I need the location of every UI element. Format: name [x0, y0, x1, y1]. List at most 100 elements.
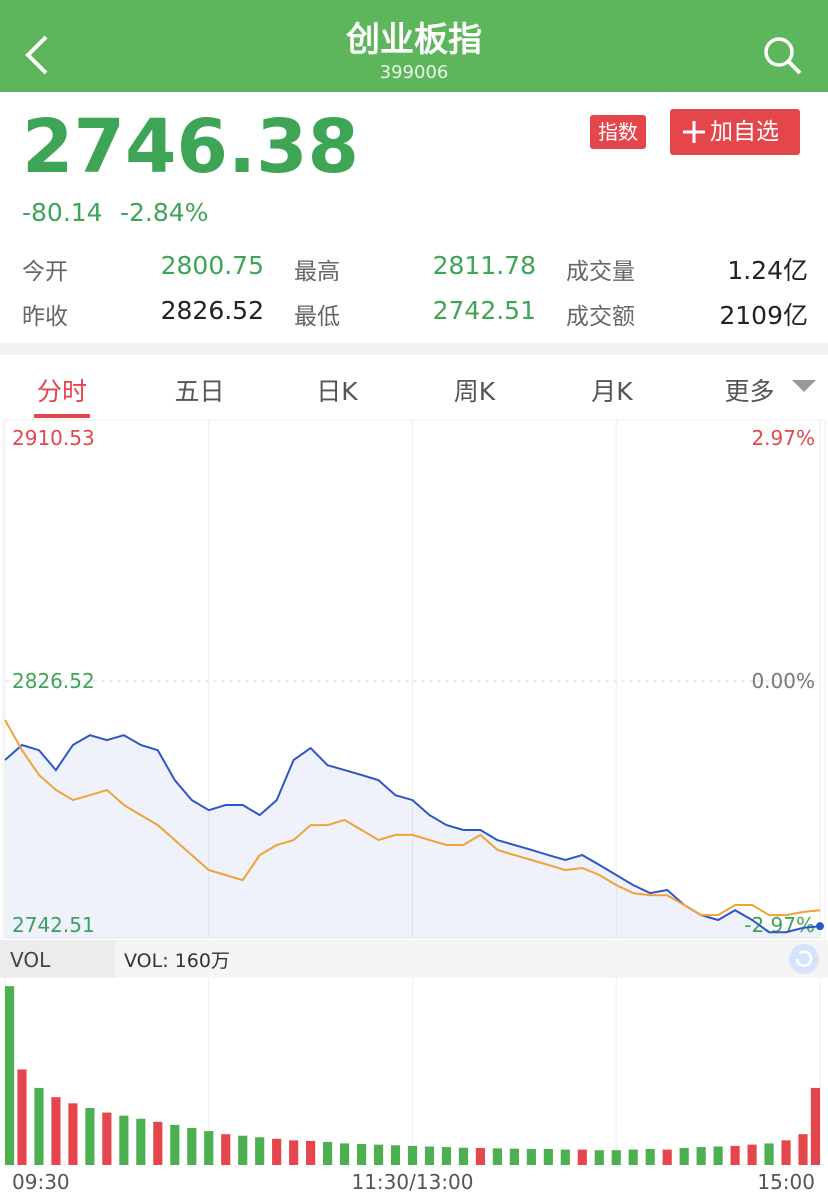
- stat-label: 最低: [294, 304, 340, 330]
- volume-bar: [153, 1121, 163, 1165]
- price-line: [4, 719, 821, 917]
- volume-bar: [255, 1137, 265, 1165]
- tab[interactable]: 周K: [453, 377, 496, 406]
- search-button[interactable]: [762, 35, 804, 77]
- volume-bar: [102, 1112, 112, 1165]
- refresh-button[interactable]: [789, 944, 819, 974]
- volume-bar: [119, 1115, 129, 1165]
- volume-bar: [475, 1148, 485, 1165]
- volume-bar: [509, 1148, 519, 1165]
- volume-bar: [611, 1150, 621, 1165]
- stat-label: 成交额: [566, 304, 635, 330]
- stat-value: 1.24亿: [727, 256, 808, 285]
- tab[interactable]: 五日: [174, 377, 225, 406]
- vol-label: VOL: [10, 948, 51, 972]
- watch-label: 加自选: [710, 119, 779, 145]
- volume-bar: [356, 1144, 367, 1165]
- title: 创业板指: [346, 20, 482, 60]
- volume-bar: [373, 1144, 384, 1165]
- volume-bar: [424, 1146, 435, 1165]
- tab[interactable]: 分时: [36, 377, 87, 406]
- volume-bar: [730, 1145, 740, 1165]
- volume-bar: [136, 1118, 146, 1165]
- y2-tick-label: 0.00%: [751, 669, 815, 693]
- volume-bar: [526, 1148, 536, 1165]
- stat-value: 2811.78: [432, 251, 536, 280]
- vol-strip: [0, 940, 828, 978]
- x-tick-label: 11:30/13:00: [351, 1170, 473, 1194]
- stat-label: 成交量: [566, 259, 635, 285]
- header-bar: 创业板指 399006: [0, 0, 828, 92]
- volume-bar: [713, 1146, 723, 1165]
- volume-bar: [492, 1148, 502, 1165]
- area-fill: [5, 735, 820, 938]
- x-tick-label: 09:30: [12, 1170, 70, 1194]
- watch-button[interactable]: 加自选: [670, 109, 800, 155]
- plot-border: [2, 419, 826, 939]
- vol-title: VOL: 160万: [124, 950, 230, 972]
- tab[interactable]: 日K: [316, 377, 358, 406]
- price: 2746.38: [22, 104, 360, 190]
- dropdown-icon: [792, 380, 816, 392]
- volume-bar: [170, 1124, 180, 1165]
- volume-bar: [662, 1149, 672, 1165]
- refresh-icon: [795, 950, 813, 967]
- volume-bar: [543, 1148, 553, 1165]
- stat-label: 昨收: [22, 304, 68, 330]
- volume-bar: [51, 1097, 61, 1165]
- volume-bar: [764, 1143, 774, 1165]
- y-tick-label: 2826.52: [12, 669, 95, 693]
- volume-bar: [221, 1134, 231, 1165]
- tab[interactable]: 更多: [724, 377, 775, 406]
- volume-bar: [810, 1087, 820, 1165]
- volume-bar: [272, 1138, 282, 1165]
- tab-underline: [34, 414, 90, 418]
- volume-bar: [747, 1144, 757, 1165]
- back-button[interactable]: [22, 34, 52, 76]
- stat-label: 最高: [294, 259, 340, 285]
- stat-value: 2742.51: [432, 296, 536, 325]
- volume-bar: [781, 1140, 791, 1165]
- volume-bar: [407, 1145, 418, 1165]
- volume-bar: [306, 1140, 316, 1165]
- stat-value: 2800.75: [160, 251, 264, 280]
- volume-bar: [645, 1148, 655, 1165]
- stat-value: 2826.52: [160, 296, 264, 325]
- volume-bar: [340, 1143, 350, 1165]
- volume-bar: [187, 1128, 197, 1165]
- volume-bar: [390, 1145, 401, 1165]
- volume-bar: [458, 1147, 469, 1165]
- badge: 指数: [590, 115, 646, 149]
- separator: [0, 343, 828, 355]
- vol-label-bg: [0, 940, 115, 978]
- volume-bar: [17, 1069, 27, 1165]
- volume-bar: [696, 1147, 706, 1165]
- volume-bar: [628, 1149, 638, 1165]
- volume-bar: [577, 1149, 587, 1165]
- volume-bar: [560, 1149, 570, 1165]
- volume-bar: [204, 1131, 214, 1165]
- change-pct: -2.84%: [120, 198, 209, 227]
- volume-bar: [68, 1103, 78, 1165]
- volume-bar: [323, 1141, 333, 1165]
- volume-bar: [85, 1107, 95, 1165]
- volume-bar: [594, 1150, 604, 1165]
- y-tick-label: 2742.51: [12, 913, 95, 937]
- tab[interactable]: 月K: [591, 377, 633, 406]
- volume-bar: [798, 1134, 808, 1165]
- y2-tick-label: 2.97%: [751, 426, 815, 450]
- stat-label: 今开: [22, 259, 68, 285]
- plus-icon: [683, 121, 705, 143]
- volume-bar: [34, 1087, 44, 1165]
- volume-bar: [679, 1148, 689, 1165]
- last-point: [816, 922, 824, 931]
- volume-bar: [5, 986, 15, 1165]
- x-tick-label: 15:00: [757, 1170, 815, 1194]
- y-tick-label: 2910.53: [12, 426, 95, 450]
- change: -80.14: [22, 198, 103, 227]
- stat-value: 2109亿: [719, 301, 808, 330]
- volume-bar: [289, 1140, 299, 1165]
- code: 399006: [379, 62, 449, 83]
